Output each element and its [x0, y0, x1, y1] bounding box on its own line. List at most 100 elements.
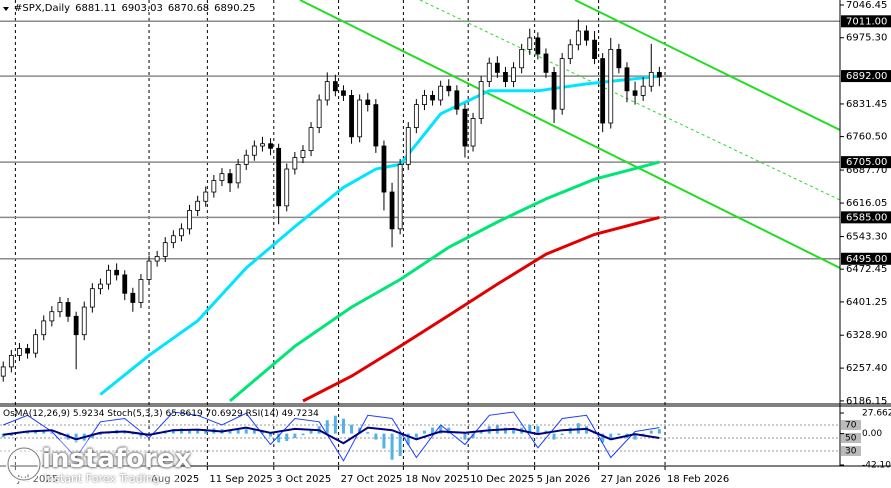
watermark-tagline: Instant Forex Trading [44, 472, 160, 485]
x-tick-label: 5 Jan 2026 [537, 474, 591, 485]
candle-body [494, 62, 500, 73]
osma-bar [277, 433, 281, 443]
candle-body [470, 118, 476, 147]
osc-level-label: 70 [845, 421, 857, 431]
osma-bar [617, 433, 621, 436]
candle-body [616, 48, 622, 69]
candle-body [57, 302, 63, 313]
candle-body [114, 269, 120, 276]
candle-body [203, 191, 209, 202]
oscillator [0, 411, 840, 462]
osma-bar [58, 433, 62, 436]
candle-body [187, 210, 192, 230]
y-tick-label: 6328.90 [846, 330, 887, 341]
channel-line [299, 0, 840, 269]
candle-body [219, 173, 225, 181]
candle-body [438, 85, 444, 101]
candle-body [341, 90, 346, 96]
y-tick-label: 7046.45 [846, 0, 887, 11]
rsi-line [3, 426, 660, 445]
osma-bar [309, 430, 313, 434]
candle-body [316, 99, 322, 129]
osma-bar [560, 433, 564, 436]
y-tick-label: 6401.25 [846, 297, 887, 308]
menu-arrow[interactable] [3, 7, 9, 11]
candle-body [454, 90, 460, 110]
candle-body [81, 306, 87, 336]
y-tick-label: 6186.15 [846, 396, 887, 407]
candle-body [535, 37, 541, 55]
candle-body [446, 85, 452, 92]
y-tick-label: 6257.40 [846, 363, 887, 374]
osma-bar [503, 427, 507, 434]
candle-body [519, 48, 525, 69]
candle-body [268, 143, 273, 149]
x-tick-label: 27 Jan 2026 [601, 474, 661, 485]
candle-body [235, 164, 241, 184]
osc-y-tick-label: -42.1082 [862, 461, 891, 471]
candle-body [25, 348, 30, 354]
osma-bar [390, 433, 394, 460]
x-tick-label: 3 Oct 2025 [276, 474, 331, 485]
osma-bar [333, 415, 337, 434]
osma-bar [244, 429, 248, 434]
osma-bar [422, 430, 426, 434]
moving-average [229, 160, 660, 403]
candle-body [357, 99, 363, 138]
level-label-box [841, 211, 891, 224]
osma-bar [463, 433, 467, 440]
x-tick-label: 11 Sep 2025 [209, 474, 272, 485]
moving-average [99, 74, 660, 396]
candle-body [251, 145, 257, 156]
osma-bar [179, 428, 183, 434]
osc-level-label: 50 [845, 434, 857, 444]
osma-bar [301, 433, 305, 436]
y-tick-label: 6616.05 [846, 198, 887, 209]
level-label: 6892.00 [846, 71, 887, 82]
candle-body [365, 99, 371, 106]
candle-body [243, 154, 249, 165]
candle-body [559, 58, 565, 110]
candle-body [478, 81, 484, 119]
candle-body [624, 67, 630, 92]
osma-bar [188, 429, 192, 434]
level-label: 6495.00 [846, 254, 887, 265]
candle-body [397, 164, 403, 230]
osma-bar [479, 430, 483, 434]
candle-body [17, 348, 22, 356]
candle-body [146, 260, 152, 280]
candle-body [381, 145, 387, 193]
x-tick-label: Aug 2025 [151, 474, 199, 485]
candle-body [632, 90, 638, 96]
candle-body [422, 95, 427, 106]
candle-body [162, 242, 168, 257]
level-label-box [841, 15, 891, 28]
osma-bar [366, 432, 370, 434]
osma-bar [98, 433, 102, 436]
candle-body [73, 315, 79, 336]
osma-bar [42, 430, 46, 434]
x-tick-label: 18 Nov 2025 [405, 474, 469, 485]
level-label: 7011.00 [846, 16, 887, 27]
channel-line [574, 0, 840, 131]
osma-bar [236, 429, 240, 434]
low: 6870.68 [167, 3, 210, 14]
candle-body [486, 62, 492, 82]
osma-bar [341, 418, 345, 434]
close: 6890.25 [214, 3, 256, 14]
osma-bar [269, 433, 273, 437]
candle-body [154, 256, 160, 262]
osma-bar [431, 427, 435, 434]
osma-bar [350, 424, 354, 434]
candle-body [349, 95, 354, 138]
osc-level-box [841, 420, 861, 430]
moving-averages [99, 74, 660, 403]
y-tick-label: 6472.45 [846, 264, 887, 275]
level-label: 6705.00 [846, 157, 887, 168]
osma-bar [293, 433, 297, 439]
osma-bar [649, 430, 653, 434]
candle-body [405, 127, 411, 165]
candle-body [324, 81, 330, 101]
open: 6881.11 [75, 3, 117, 14]
